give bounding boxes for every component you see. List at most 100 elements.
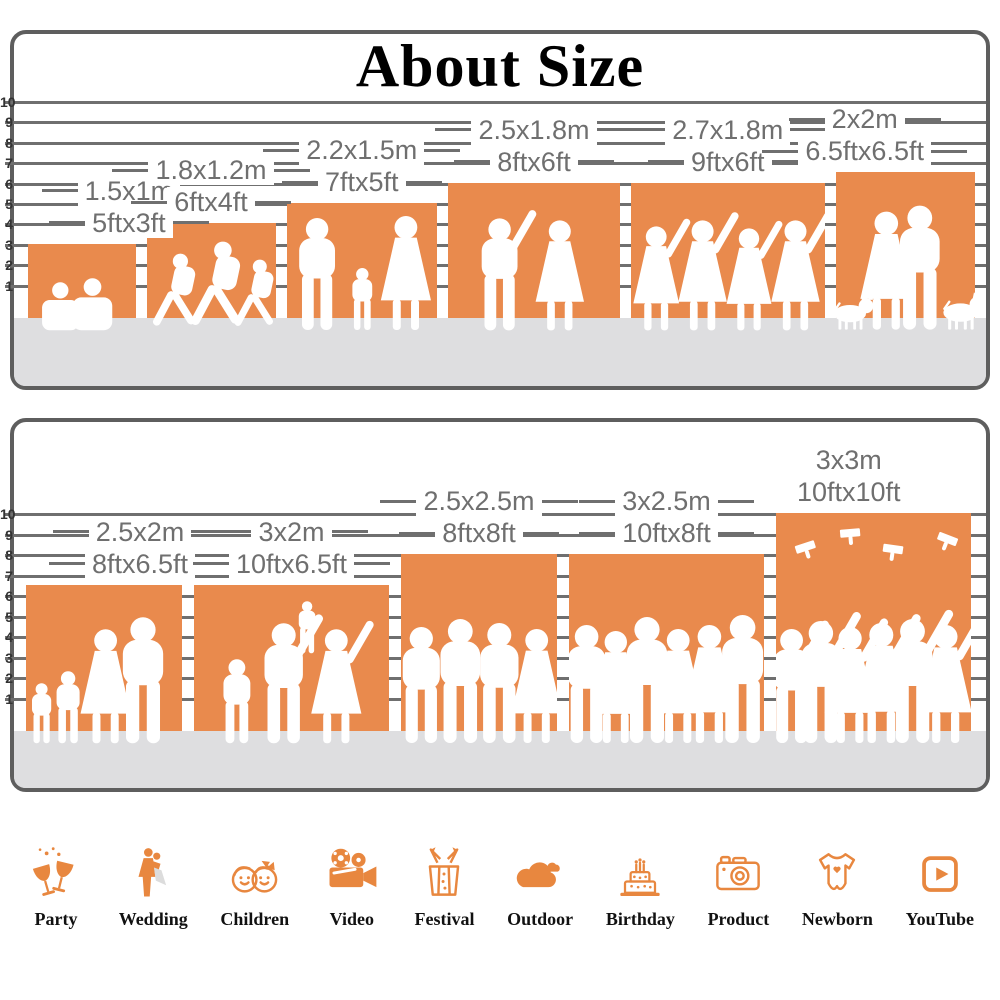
axis-tick-label: 10 [0,94,16,110]
size-label-feet: 8ftx8ft [319,518,639,548]
axis-tick-label: 8 [5,547,13,563]
size-label-feet: 10ftx8ft [507,518,827,548]
size-chart-panel-bottom: 2.5x2m 8ftx6.5ft 3x2m 10ftx6.5ft 2.5x2.5m 8ft… [5,418,990,792]
size-text-meters: 2.7x1.8m [665,114,791,145]
silhouette-parents-lifting-child [223,601,374,743]
label-leader-line [41,189,78,193]
label-leader-line [215,530,252,534]
category-row: Party Wedding Children Video Festival Outdoor… [0,828,1000,930]
size-label-meters: 1.8x1.2m [51,155,371,186]
size-label-meters: 3x2m [132,516,452,547]
axis-tick-label: 9 [5,526,13,543]
category-video: Video [322,828,382,930]
size-label-meters: 3x2.5m [507,486,827,516]
label-leader-line [331,530,368,534]
category-festival: Festival [414,828,474,930]
size-text-meters: 1.8x1.2m [148,155,274,186]
size-text-feet: 7ftx5ft [317,167,406,197]
axis-tick-label: 2 [5,257,13,274]
size-text-feet: 10ftx8ft [615,518,718,548]
category-label: Festival [414,909,475,929]
axis-tick-label: 7 [5,567,13,584]
size-label-meters: 2.5x2.5m [319,486,639,516]
category-product: Product [707,828,770,930]
floor [14,318,986,386]
festival-gift-icon [414,828,474,904]
size-text-meters: 2.5x1.8m [471,114,597,145]
size-bar [448,182,620,318]
size-text-feet: 5ftx3ft [85,207,173,238]
size-text-meters: 2.2x1.5m [299,135,425,165]
silhouette-family-of-four [32,617,164,743]
label-leader-line [717,531,754,535]
label-leader-line [596,128,633,132]
label-leader-line [647,160,684,164]
label-leader-line [131,200,168,204]
axis-tick-label: 6 [5,588,13,604]
silhouette-dancing-girls [633,211,825,330]
size-label-meters: 2.5x1.8m [374,114,694,145]
silhouette-people-standing [402,619,557,743]
size-text-feet: 10ftx10ft [789,477,908,507]
floor [14,731,986,788]
size-text-meters: 2.5x2m [88,516,192,547]
category-label: Newborn [801,909,873,929]
label-leader-line [541,499,578,503]
category-label: Children [220,909,290,929]
label-leader-line [52,530,89,534]
size-label-feet: 9ftx6ft [568,146,888,177]
size-label-feet: 6ftx4ft [51,187,371,218]
label-leader-line [49,221,86,225]
birthday-cake-icon [610,828,670,904]
size-label-meters: 3x3m [714,445,985,475]
silhouette-couple-with-dogs [835,205,976,330]
axis-tick-label: 10 [0,506,16,522]
page-title: About Size [355,33,645,99]
gridline [5,101,986,104]
label-leader-line [191,530,228,534]
size-label-meters: 2.2x1.5m [202,135,522,165]
label-leader-line [263,148,300,152]
label-leader-line [454,160,491,164]
label-leader-line [522,531,559,535]
category-newborn: Newborn [802,828,873,930]
label-leader-line [354,562,391,566]
label-leader-line [577,160,614,164]
size-label-feet: 5ftx3ft [16,207,242,238]
size-label-feet: 6.5ftx6.5ft [745,136,984,167]
axis-tick-label: 7 [5,155,13,172]
size-text-meters: 2.5x2.5m [416,486,542,516]
axis-tick-label: 8 [5,134,13,151]
label-leader-line [904,117,941,121]
label-leader-line [192,562,229,566]
label-leader-line [717,499,754,503]
silhouette-group-of-friends [569,615,764,743]
size-label-feet: 10ftx6.5ft [132,548,452,579]
video-camera-icon [322,828,382,904]
newborn-onesie-icon [807,828,867,904]
category-label: Party [34,909,78,929]
axis-tick-label: 6 [5,175,13,192]
axis-tick-label: 3 [5,649,13,666]
youtube-play-icon [910,828,970,904]
label-leader-line [399,531,436,535]
product-camera-icon [708,828,768,904]
category-label: Birthday [605,909,675,929]
silhouette-graduation-group [776,528,971,743]
label-leader-line [48,562,85,566]
axis-tick-label: 5 [5,196,13,212]
label-leader-line [273,168,310,172]
size-text-feet: 8ftx8ft [435,518,523,548]
size-label-meters: 2x2m [745,104,984,135]
label-leader-line [930,149,967,153]
label-leader-line [254,200,291,204]
label-leader-line [579,499,616,503]
size-label-feet: 7ftx5ft [202,167,522,197]
label-leader-line [112,168,149,172]
size-text-meters: 2x2m [824,104,905,135]
size-label-meters: 2.5x2m [16,516,264,547]
category-label: Product [707,909,770,929]
silhouette-kids-reading [42,277,113,330]
size-text-feet: 8ftx6.5ft [84,548,196,579]
category-children: Children [220,828,289,930]
